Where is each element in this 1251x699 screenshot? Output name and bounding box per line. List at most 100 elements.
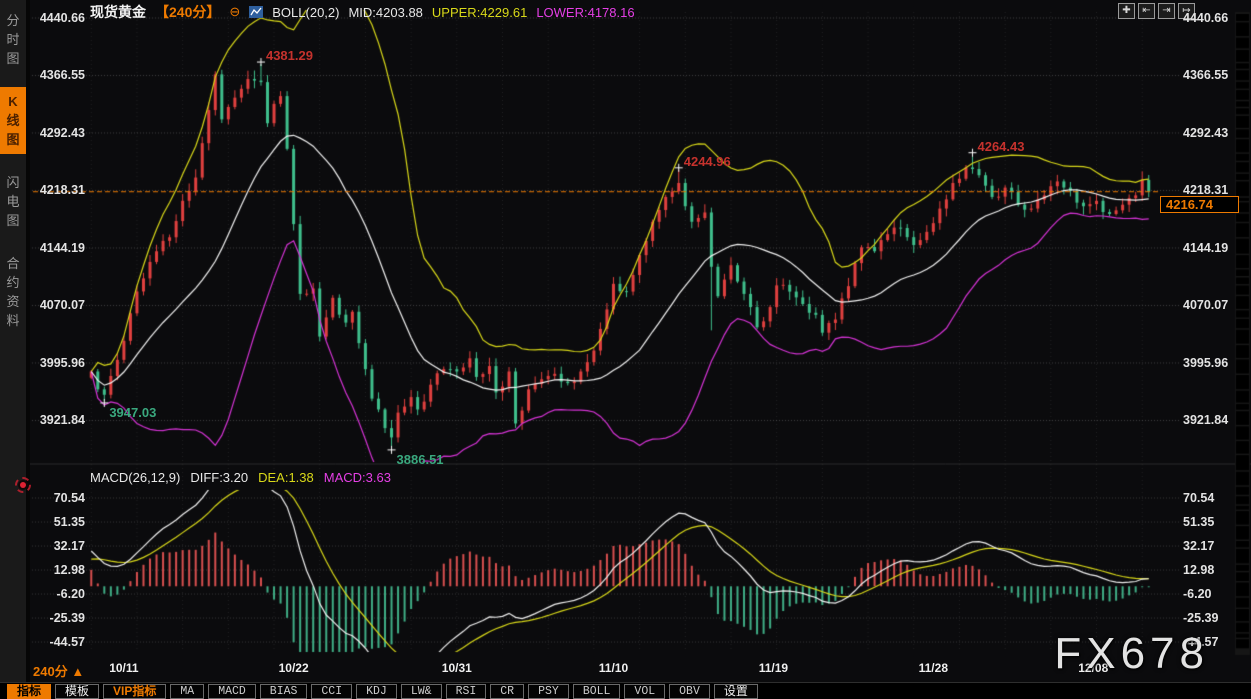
price-axis-label: 4218.31 bbox=[39, 183, 85, 198]
macd-header: MACD(26,12,9) DIFF:3.20 DEA:1.38 MACD:3.… bbox=[90, 470, 391, 485]
toolbar-button-template[interactable]: 模板 bbox=[55, 683, 100, 699]
toolbar-button-kdj[interactable]: KDJ bbox=[356, 683, 397, 699]
price-annotation: 4381.29 bbox=[265, 48, 313, 64]
price-axis-label: 4440.66 bbox=[1183, 11, 1229, 25]
toolbar-button-cr[interactable]: CR bbox=[490, 683, 525, 699]
macd-axis-label: 12.98 bbox=[1183, 563, 1215, 578]
macd-axis-label: 32.17 bbox=[53, 539, 85, 554]
sidebar-tab-char: 约 bbox=[6, 275, 20, 290]
indicator-toolbar: 指标 模板 VIP指标 MA MACD BIAS CCI KDJ LW& RSI CR PSY BOLL… bbox=[0, 682, 1251, 699]
period-badge[interactable]: 【240分】 bbox=[155, 4, 221, 20]
price-axis-label: 4144.19 bbox=[1183, 240, 1229, 255]
sidebar-tab-char: K bbox=[8, 94, 18, 109]
sidebar-tab-char: 电 bbox=[6, 194, 20, 209]
toolbar-button-obv[interactable]: OBV bbox=[669, 683, 710, 699]
macd-axis-label: -44.57 bbox=[1183, 635, 1219, 650]
macd-axis-label: 70.54 bbox=[53, 491, 85, 505]
sidebar-tab-char: 图 bbox=[6, 213, 20, 228]
toolbar-button-vol[interactable]: VOL bbox=[624, 683, 666, 699]
sidebar-tab-char: 图 bbox=[6, 132, 20, 147]
toolbar-button-bias[interactable]: BIAS bbox=[259, 683, 308, 699]
x-axis-label: 10/31 bbox=[441, 661, 472, 675]
sidebar-tab-char: 资 bbox=[6, 294, 20, 309]
boll-lower-value: LOWER:4178.16 bbox=[536, 4, 635, 20]
period-selector[interactable]: 240分 ▲ bbox=[33, 661, 84, 680]
macd-diff-value: DIFF:3.20 bbox=[190, 470, 249, 485]
macd-axis-label: -25.39 bbox=[49, 611, 85, 626]
x-axis-label: 10/22 bbox=[278, 661, 309, 675]
x-axis-label: 10/11 bbox=[109, 661, 139, 675]
price-axis-label: 3995.96 bbox=[39, 355, 85, 370]
macd-axis-label: 51.35 bbox=[1183, 515, 1215, 530]
toolbar-button-cci[interactable]: CCI bbox=[311, 683, 353, 699]
macd-axis-label: 32.17 bbox=[1183, 539, 1215, 554]
current-price-tag: 4216.74 bbox=[1160, 196, 1239, 213]
toolbar-button-boll[interactable]: BOLL bbox=[572, 683, 621, 699]
price-axis-label: 4070.07 bbox=[1183, 298, 1229, 313]
price-axis-label: 3921.84 bbox=[39, 413, 85, 428]
sidebar-tab-char: 线 bbox=[6, 113, 20, 128]
chart-header: 现货黄金 【240分】 ⊖ BOLL(20,2) MID:4203.88 UPP… bbox=[90, 3, 635, 21]
macd-title: MACD(26,12,9) bbox=[90, 470, 181, 485]
sidebar-tab-time-share-chart[interactable]: 分时图 bbox=[0, 6, 26, 73]
collapse-icon[interactable]: ⊖ bbox=[229, 4, 241, 19]
toolbar-button-rsi[interactable]: RSI bbox=[445, 683, 487, 699]
scale-x-left-icon[interactable]: ⇤ bbox=[1138, 3, 1155, 19]
price-annotation: 3947.03 bbox=[109, 404, 157, 420]
x-axis-label: 11/10 bbox=[598, 661, 629, 675]
price-axis-label: 4440.66 bbox=[39, 11, 85, 25]
price-axis-label: 4366.55 bbox=[1183, 68, 1229, 83]
toolbar-button-settings[interactable]: 设置 bbox=[713, 683, 758, 699]
toolbar-button-lw[interactable]: LW& bbox=[400, 683, 442, 699]
shift-right-icon[interactable]: ↦ bbox=[1178, 3, 1195, 19]
toolbar-button-indicator[interactable]: 指标 bbox=[7, 683, 52, 699]
toolbar-button-macd[interactable]: MACD bbox=[208, 683, 256, 699]
macd-axis-label: 70.54 bbox=[1183, 491, 1215, 505]
sidebar-tab-char: 图 bbox=[6, 51, 20, 66]
macd-dea-value: DEA:1.38 bbox=[258, 470, 314, 485]
price-axis-label: 3921.84 bbox=[1183, 413, 1229, 428]
price-axis-label: 4218.31 bbox=[1183, 183, 1229, 198]
sidebar-tab-char: 料 bbox=[6, 313, 20, 328]
mini-chart-icon[interactable] bbox=[249, 6, 264, 18]
boll-mid-value: MID:4203.88 bbox=[348, 4, 423, 20]
price-annotation: 4264.43 bbox=[977, 138, 1025, 154]
macd-macd-value: MACD:3.63 bbox=[323, 470, 391, 485]
toolbar-button-ma[interactable]: MA bbox=[170, 683, 205, 699]
price-axis-label: 4292.43 bbox=[39, 125, 85, 140]
macd-axis-label: -6.20 bbox=[56, 587, 86, 602]
price-axis-label: 4292.43 bbox=[1183, 125, 1229, 140]
x-axis-label: 11/19 bbox=[758, 661, 789, 675]
period-selector-label: 240分 bbox=[33, 664, 68, 679]
pan-icon[interactable]: ✚ bbox=[1118, 3, 1135, 19]
price-annotation: 4244.96 bbox=[683, 153, 731, 169]
price-axis-label: 4144.19 bbox=[39, 240, 85, 255]
price-axis-label: 4070.07 bbox=[39, 298, 85, 313]
x-axis-label: 12/08 bbox=[1078, 661, 1109, 675]
sidebar-tab-flash-chart[interactable]: 闪电图 bbox=[0, 168, 26, 235]
toolbar-button-psy[interactable]: PSY bbox=[528, 683, 569, 699]
macd-axis-label: 51.35 bbox=[53, 515, 85, 530]
sidebar-tab-char: 分 bbox=[6, 13, 20, 28]
period-up-arrow-icon: ▲ bbox=[71, 664, 85, 679]
sidebar-tab-contract-info[interactable]: 合约资料 bbox=[0, 249, 26, 335]
toolbar-button-vip-indicator[interactable]: VIP指标 bbox=[103, 683, 167, 699]
price-annotation: 3886.51 bbox=[396, 451, 444, 467]
macd-axis-label: -44.57 bbox=[49, 635, 85, 650]
kline-chart-canvas[interactable] bbox=[30, 0, 1251, 682]
price-axis-label: 3995.96 bbox=[1183, 355, 1229, 370]
boll-upper-value: UPPER:4229.61 bbox=[431, 4, 528, 20]
price-axis-label: 4366.55 bbox=[39, 68, 85, 83]
watermark: FX678 bbox=[1054, 629, 1209, 678]
symbol-name: 现货黄金 bbox=[90, 4, 146, 20]
macd-axis-label: -6.20 bbox=[1183, 587, 1212, 602]
sidebar-tab-char: 闪 bbox=[6, 175, 20, 190]
boll-label: BOLL(20,2) bbox=[272, 4, 340, 20]
sidebar-tab-char: 合 bbox=[6, 256, 20, 271]
macd-axis-label: -25.39 bbox=[1183, 611, 1219, 626]
x-axis-label: 11/28 bbox=[918, 661, 948, 675]
sidebar-tab-char: 时 bbox=[6, 32, 20, 47]
scale-x-right-icon[interactable]: ⇥ bbox=[1158, 3, 1175, 19]
